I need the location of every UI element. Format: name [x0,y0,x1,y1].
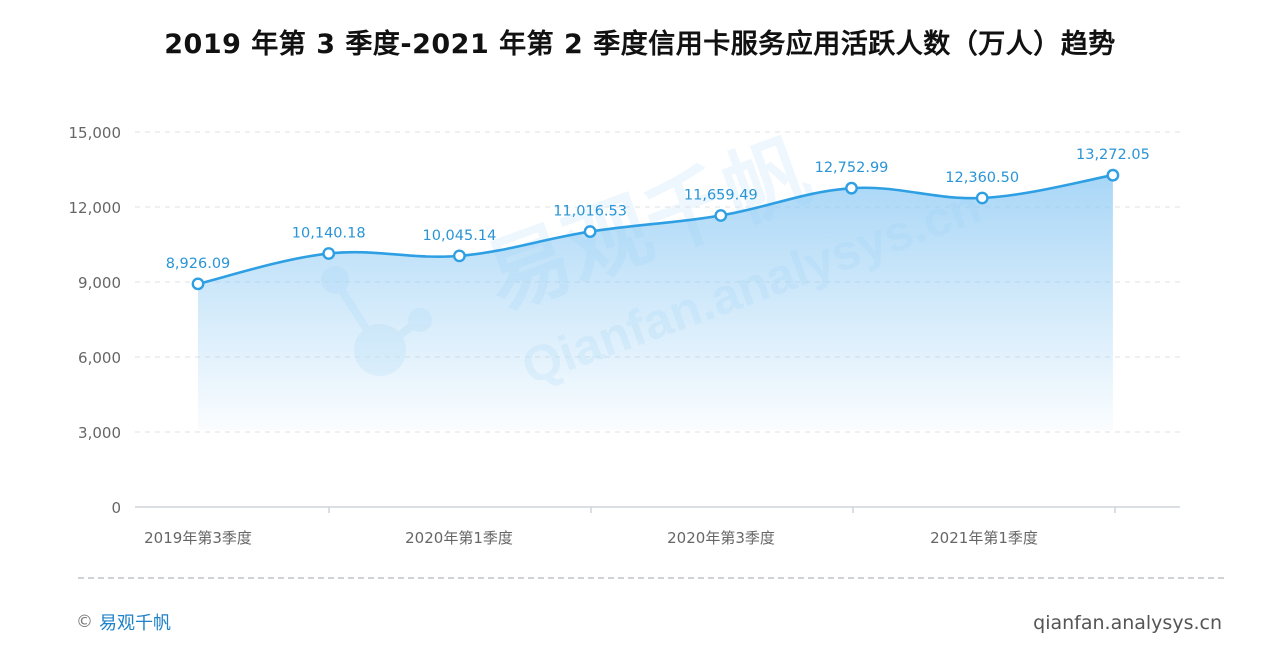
data-point [452,249,466,263]
data-labels: 8,926.09 10,140.18 10,045.14 11,016.53 11,65… [166,147,1150,272]
x-tick-label: 2019年第3季度 [144,529,252,547]
chart-title: 2019 年第 3 季度-2021 年第 2 季度信用卡服务应用活跃人数（万人）… [164,29,1116,60]
x-tick-label: 2021年第1季度 [930,529,1038,547]
x-tick-label: 2020年第3季度 [667,529,775,547]
y-axis: 0 3,000 6,000 9,000 12,000 15,000 [69,124,122,517]
data-label: 11,016.53 [553,204,627,220]
x-axis: 2019年第3季度 2020年第1季度 2020年第3季度 2021年第1季度 [135,506,1180,547]
footer-brand: © 易观千帆 [76,609,171,635]
series-line [197,173,1114,286]
y-tick-label: 3,000 [78,424,121,442]
footer-site: qianfan.analysys.cn [1033,612,1222,634]
data-points [191,168,1120,291]
data-label: 10,140.18 [292,225,366,241]
data-point [714,209,728,222]
data-label: 13,272.05 [1076,147,1150,163]
data-point [583,225,597,238]
data-label: 11,659.49 [684,188,758,204]
y-tick-label: 6,000 [78,349,121,367]
data-label: 8,926.09 [166,256,231,272]
copyright-icon: © [76,612,93,632]
data-point [975,191,989,205]
data-label: 12,752.99 [815,160,889,176]
x-tick-label: 2020年第1季度 [405,529,513,547]
y-tick-label: 0 [111,499,121,517]
area-fill [198,175,1113,430]
data-point [845,181,858,195]
data-point [1106,168,1120,182]
data-label: 10,045.14 [423,228,497,244]
footer-divider [78,577,1224,579]
data-point [322,247,336,260]
data-label: 12,360.50 [945,170,1019,186]
y-tick-label: 9,000 [78,274,121,292]
brand-name: 易观千帆 [99,613,171,634]
y-tick-label: 15,000 [69,124,122,142]
y-tick-label: 12,000 [69,199,122,217]
data-point [191,277,205,291]
